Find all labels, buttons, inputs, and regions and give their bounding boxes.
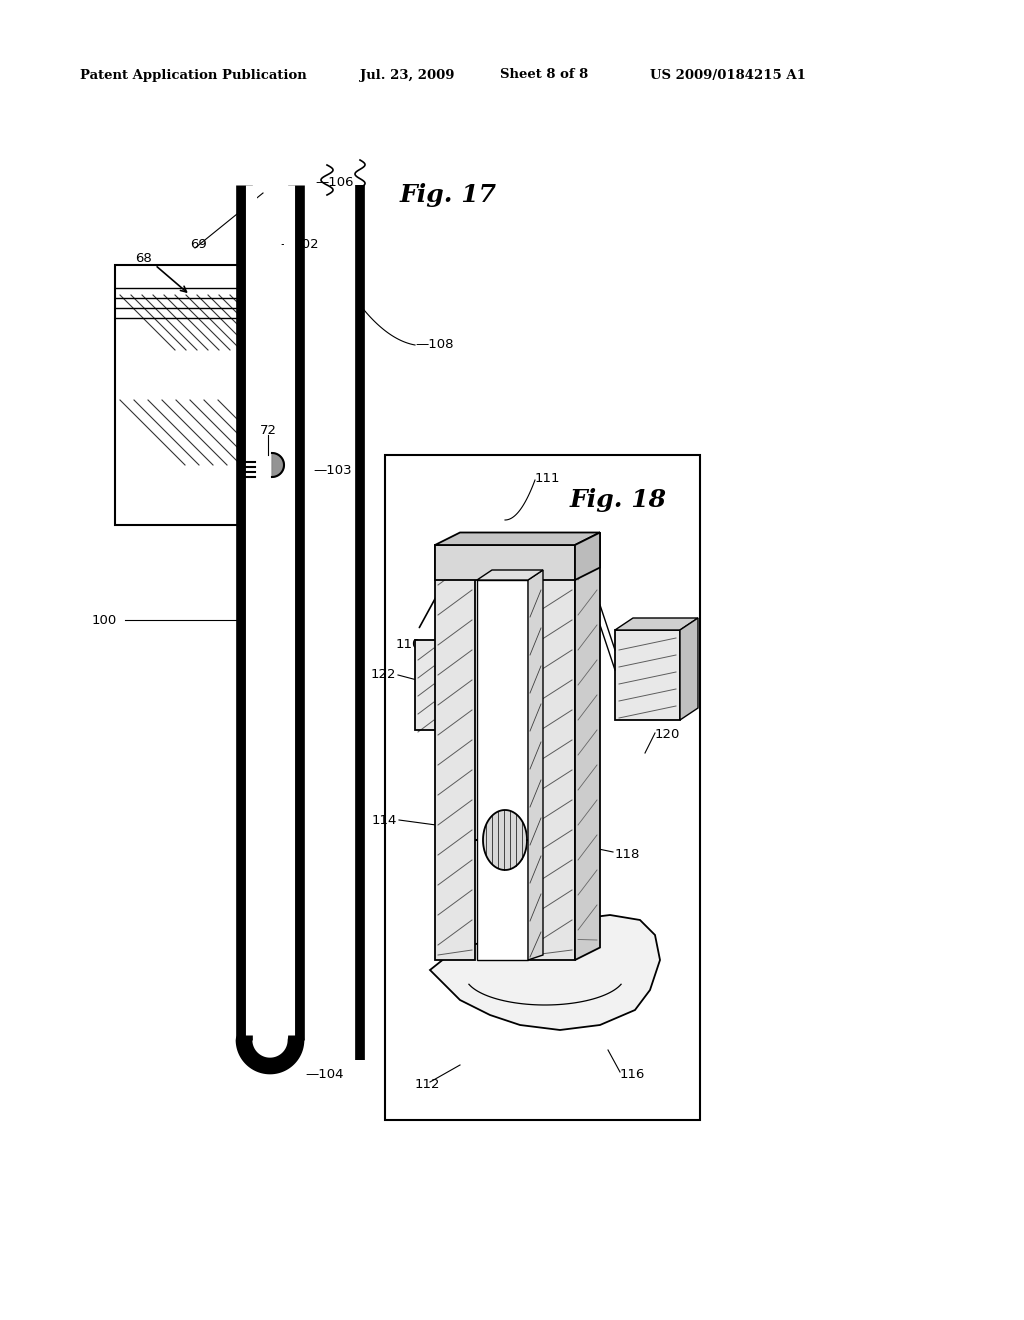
Text: Patent Application Publication: Patent Application Publication (80, 69, 307, 82)
Polygon shape (680, 618, 698, 719)
Polygon shape (415, 640, 437, 730)
Text: 69: 69 (190, 239, 207, 252)
Text: 114: 114 (372, 813, 397, 826)
Polygon shape (430, 915, 660, 1030)
Polygon shape (435, 545, 475, 960)
Bar (385, 455, 700, 1119)
Text: Fig. 18: Fig. 18 (570, 488, 667, 512)
Text: 72: 72 (260, 424, 278, 437)
Text: 111: 111 (535, 471, 560, 484)
Text: —108: —108 (415, 338, 454, 351)
Text: 118: 118 (615, 849, 640, 862)
Text: 122: 122 (371, 668, 396, 681)
Polygon shape (575, 532, 600, 960)
Polygon shape (483, 810, 527, 870)
Polygon shape (272, 453, 284, 477)
Text: Jul. 23, 2009: Jul. 23, 2009 (360, 69, 455, 82)
Text: US 2009/0184215 A1: US 2009/0184215 A1 (650, 69, 806, 82)
Polygon shape (615, 618, 698, 630)
Text: 112: 112 (415, 1078, 440, 1092)
Polygon shape (435, 545, 575, 579)
Text: —104: —104 (305, 1068, 343, 1081)
Text: 120: 120 (655, 729, 680, 742)
Text: —106: —106 (315, 177, 353, 190)
Polygon shape (477, 570, 543, 579)
Text: 68: 68 (134, 252, 152, 264)
Bar (115, 265, 243, 525)
Text: 100: 100 (92, 614, 118, 627)
Text: 124: 124 (490, 603, 515, 616)
Polygon shape (477, 579, 528, 960)
Text: —103: —103 (313, 463, 351, 477)
Text: 110: 110 (396, 639, 421, 652)
Text: 116: 116 (620, 1068, 645, 1081)
Polygon shape (528, 570, 543, 960)
Polygon shape (435, 532, 600, 545)
Polygon shape (615, 630, 680, 719)
Text: Fig. 17: Fig. 17 (400, 183, 497, 207)
Text: Sheet 8 of 8: Sheet 8 of 8 (500, 69, 588, 82)
Text: —102: —102 (280, 239, 318, 252)
Polygon shape (575, 532, 600, 579)
Polygon shape (530, 545, 575, 960)
